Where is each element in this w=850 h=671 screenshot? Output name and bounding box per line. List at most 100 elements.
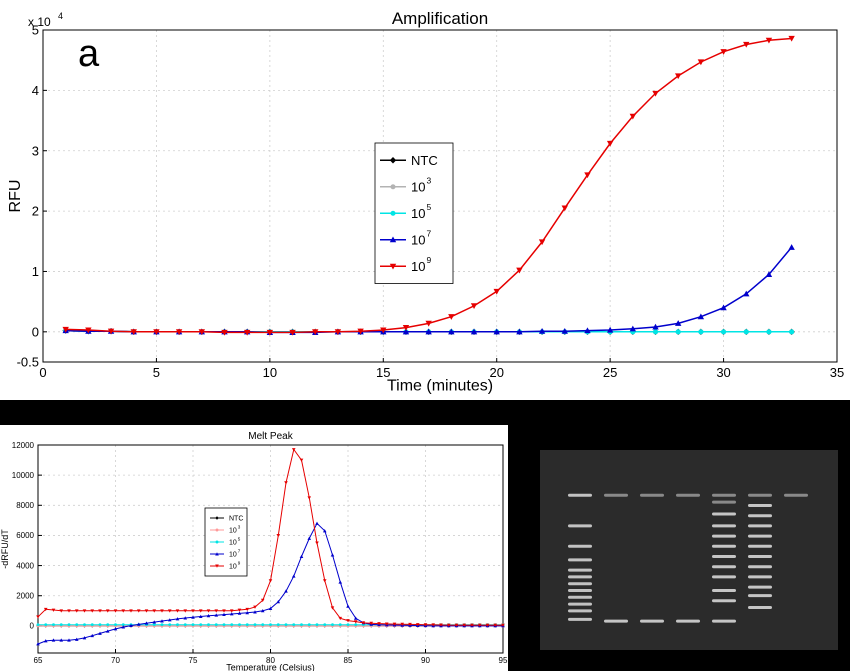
x-tick-label: 0 [39,365,46,380]
data-point [105,629,110,633]
data-point [315,623,319,627]
y-tick-label: 8000 [16,501,34,510]
data-point [291,448,296,452]
data-point [90,609,95,613]
legend-marker [389,263,397,270]
data-point [152,609,157,613]
data-point [312,329,319,336]
gel-band [568,575,592,579]
data-point [253,623,257,627]
y-tick-label: 0 [30,622,35,631]
data-point [114,623,117,627]
x-axis-label: Time (minutes) [387,378,493,395]
data-point [106,623,110,627]
y-tick-label: 0 [32,324,39,339]
gel-band [784,493,808,497]
data-point [629,113,637,120]
gel-lane-1 [604,493,628,623]
data-point [191,623,195,627]
data-point [289,329,296,336]
data-point [402,325,410,331]
data-point [269,623,272,627]
data-point [408,622,412,627]
data-point [675,73,682,80]
data-point [284,589,288,593]
legend-marker [215,540,219,544]
x-tick-label: 25 [603,365,617,380]
data-point [206,609,211,613]
gel-band [748,606,772,609]
data-point [175,617,180,621]
data-point [221,329,228,336]
data-point [52,623,55,627]
x-tick-label: 95 [499,656,508,665]
y-tick-label: 5 [32,23,39,38]
data-point [338,623,342,627]
gel-band [676,493,700,497]
gel-band [748,585,772,589]
data-point [74,637,79,641]
data-point [493,623,498,627]
legend-label: 10 [411,179,425,194]
gel-band [604,493,628,497]
x-tick-label: 15 [376,365,390,380]
data-point [400,622,405,627]
gel-band [712,524,736,528]
gel-band [568,589,592,592]
data-point [292,623,296,627]
data-point [561,205,568,212]
y-tick-label: 3 [32,143,39,158]
gel-band [712,493,736,497]
data-point [284,623,288,627]
gel-band [568,609,592,613]
y-tick-label: 10000 [12,471,35,480]
data-point [245,610,250,615]
data-point [788,244,795,250]
data-point [307,496,312,500]
data-point [369,621,374,625]
y-multiplier-exponent: 4 [58,11,63,21]
data-point [765,271,773,278]
data-point [85,327,92,334]
data-point [357,328,364,335]
gel-band [748,555,772,558]
data-point [260,608,265,613]
data-point [652,90,659,97]
data-point [130,329,137,336]
y-axis-label: RFU [7,180,24,213]
gel-band [748,514,772,518]
x-tick-label: 65 [34,656,43,665]
data-point [330,606,335,610]
gel-band [640,619,664,623]
data-point [606,140,614,147]
data-point [144,621,149,625]
y-tick-label: 2 [32,204,39,219]
data-point [346,619,350,623]
data-point [36,642,40,646]
legend-label-exponent: 7 [238,548,241,553]
data-point [229,612,234,616]
data-point [51,638,56,642]
data-point [176,623,179,627]
data-point [198,329,205,336]
legend-marker [215,552,219,556]
x-tick-label: 35 [830,365,844,380]
data-point [222,609,226,613]
gel-band [568,602,592,606]
data-point [470,328,478,335]
data-point [584,327,591,334]
legend-marker [389,157,397,164]
data-point [454,623,459,627]
gel-band [712,555,736,558]
melt-peak-panel: 65 70 75 80 85 90 95 0 2000 4000 6000 8000 10000 1200… [0,425,508,671]
gel-lane-5 [748,493,772,609]
data-point [253,605,257,609]
y-multiplier: x 10 [28,15,51,29]
x-axis-label: Temperature (Celsius) [226,663,315,671]
gel-band [748,493,772,497]
data-point [561,328,568,334]
data-point [199,623,203,627]
data-point [237,611,242,615]
data-point [183,609,188,613]
x-tick-label: 75 [189,656,198,665]
